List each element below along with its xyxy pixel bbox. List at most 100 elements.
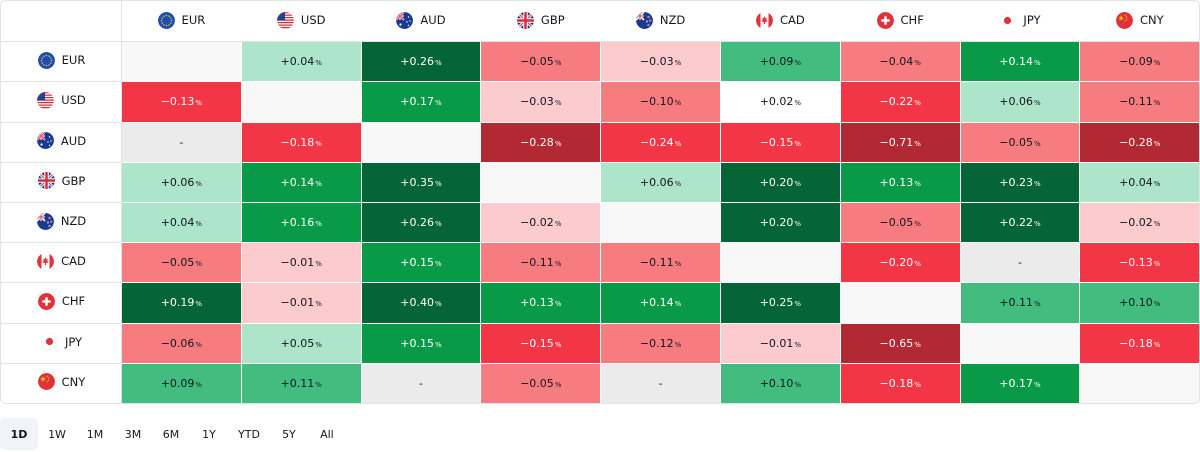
rate-cell[interactable]: −0.11%	[480, 242, 602, 284]
rate-cell[interactable]: −0.18%	[839, 362, 961, 403]
rate-cell[interactable]: −0.12%	[600, 322, 721, 364]
rate-cell[interactable]: +0.14%	[600, 282, 721, 324]
rate-cell[interactable]: +0.17%	[360, 81, 482, 123]
rate-cell[interactable]: +0.06%	[600, 161, 721, 203]
column-header-usd[interactable]: USD	[240, 1, 362, 43]
rate-cell[interactable]: -	[600, 362, 721, 403]
period-tab-1d[interactable]: 1D	[0, 418, 38, 450]
row-header-nzd[interactable]: NZD	[1, 201, 122, 244]
row-header-aud[interactable]: AUD	[1, 121, 122, 163]
rate-cell[interactable]: +0.15%	[360, 242, 482, 284]
period-tab-5y[interactable]: 5Y	[282, 427, 296, 441]
rate-cell[interactable]: −0.05%	[959, 121, 1081, 163]
rate-cell[interactable]: −0.10%	[600, 81, 721, 123]
rate-cell[interactable]: −0.05%	[839, 201, 961, 244]
rate-cell[interactable]: +0.13%	[480, 282, 602, 324]
column-header-chf[interactable]: CHF	[839, 1, 961, 43]
rate-cell[interactable]: +0.06%	[121, 161, 242, 203]
rate-cell[interactable]: +0.09%	[719, 41, 841, 83]
row-header-eur[interactable]: EUR	[1, 41, 122, 83]
rate-cell[interactable]: +0.15%	[360, 322, 482, 364]
rate-cell[interactable]: −0.01%	[240, 242, 362, 284]
row-header-gbp[interactable]: GBP	[1, 161, 122, 203]
rate-cell[interactable]: +0.10%	[1079, 282, 1199, 324]
rate-cell[interactable]: −0.24%	[600, 121, 721, 163]
rate-cell[interactable]: +0.35%	[360, 161, 482, 203]
rate-cell[interactable]: +0.11%	[959, 282, 1081, 324]
rate-cell[interactable]: +0.04%	[240, 41, 362, 83]
rate-cell[interactable]: −0.05%	[480, 41, 602, 83]
row-header-usd[interactable]: USD	[1, 81, 122, 123]
rate-cell[interactable]: -	[360, 362, 482, 403]
rate-cell[interactable]: −0.20%	[839, 242, 961, 284]
rate-cell[interactable]: −0.22%	[839, 81, 961, 123]
column-header-jpy[interactable]: JPY	[959, 1, 1081, 43]
rate-cell[interactable]: −0.65%	[839, 322, 961, 364]
period-tab-ytd[interactable]: YTD	[238, 427, 260, 441]
rate-cell[interactable]: −0.05%	[121, 242, 242, 284]
rate-cell[interactable]: −0.02%	[480, 201, 602, 244]
row-header-cny[interactable]: CNY	[1, 362, 122, 403]
column-header-cny[interactable]: CNY	[1079, 1, 1199, 43]
rate-cell[interactable]: −0.05%	[480, 362, 602, 403]
row-header-jpy[interactable]: JPY	[1, 322, 122, 364]
rate-cell[interactable]: −0.18%	[240, 121, 362, 163]
rate-cell[interactable]: −0.28%	[480, 121, 602, 163]
rate-cell[interactable]: −0.71%	[839, 121, 961, 163]
rate-cell[interactable]: +0.13%	[839, 161, 961, 203]
rate-cell[interactable]: −0.04%	[839, 41, 961, 83]
rate-cell[interactable]: +0.04%	[1079, 161, 1199, 203]
row-header-cad[interactable]: CAD	[1, 242, 122, 284]
period-tab-1y[interactable]: 1Y	[202, 427, 216, 441]
rate-cell[interactable]: +0.05%	[240, 322, 362, 364]
rate-cell[interactable]: −0.02%	[1079, 201, 1199, 244]
rate-cell[interactable]: −0.01%	[240, 282, 362, 324]
column-header-gbp[interactable]: GBP	[480, 1, 602, 43]
rate-cell[interactable]: +0.17%	[959, 362, 1081, 403]
rate-cell[interactable]: −0.09%	[1079, 41, 1199, 83]
rate-cell[interactable]: −0.01%	[719, 322, 841, 364]
rate-cell[interactable]: +0.20%	[719, 161, 841, 203]
rate-cell[interactable]: −0.28%	[1079, 121, 1199, 163]
rate-cell[interactable]: +0.19%	[121, 282, 242, 324]
rate-cell[interactable]: −0.15%	[480, 322, 602, 364]
rate-cell[interactable]: −0.18%	[1079, 322, 1199, 364]
rate-cell[interactable]: −0.06%	[121, 322, 242, 364]
rate-cell[interactable]: +0.04%	[121, 201, 242, 244]
rate-cell[interactable]: −0.03%	[600, 41, 721, 83]
rate-cell[interactable]: +0.14%	[240, 161, 362, 203]
rate-cell[interactable]: +0.02%	[719, 81, 841, 123]
rate-cell[interactable]: −0.03%	[480, 81, 602, 123]
rate-cell[interactable]: +0.25%	[719, 282, 841, 324]
rate-cell[interactable]: +0.16%	[240, 201, 362, 244]
rate-cell[interactable]: +0.06%	[959, 81, 1081, 123]
row-header-chf[interactable]: CHF	[1, 282, 122, 324]
period-tab-all[interactable]: All	[320, 427, 334, 441]
rate-cell[interactable]: −0.11%	[600, 242, 721, 284]
column-header-aud[interactable]: AUD	[360, 1, 482, 43]
period-tab-6m[interactable]: 6M	[162, 427, 180, 441]
rate-cell[interactable]: -	[959, 242, 1081, 284]
rate-cell[interactable]: +0.20%	[719, 201, 841, 244]
rate-cell[interactable]: -	[121, 121, 242, 163]
rate-cell[interactable]: +0.11%	[240, 362, 362, 403]
rate-cell[interactable]: +0.10%	[719, 362, 841, 403]
rate-cell[interactable]: +0.26%	[360, 201, 482, 244]
period-tab-3m[interactable]: 3M	[124, 427, 142, 441]
rate-cell[interactable]: −0.13%	[121, 81, 242, 123]
rate-cell[interactable]: +0.09%	[121, 362, 242, 403]
period-tab-1w[interactable]: 1W	[48, 427, 66, 441]
rate-cell[interactable]: −0.13%	[1079, 242, 1199, 284]
rate-cell[interactable]: +0.23%	[959, 161, 1081, 203]
rate-cell[interactable]: −0.15%	[719, 121, 841, 163]
period-tab-1m[interactable]: 1M	[86, 427, 104, 441]
column-header-nzd[interactable]: NZD	[600, 1, 721, 43]
rate-cell[interactable]: +0.40%	[360, 282, 482, 324]
rate-cell[interactable]: +0.14%	[959, 41, 1081, 83]
column-header-cad[interactable]: CAD	[719, 1, 841, 43]
rate-cell[interactable]: +0.26%	[360, 41, 482, 83]
column-header-eur[interactable]: EUR	[121, 1, 242, 43]
rate-value: −0.05	[520, 376, 554, 390]
rate-cell[interactable]: −0.11%	[1079, 81, 1199, 123]
rate-cell[interactable]: +0.22%	[959, 201, 1081, 244]
